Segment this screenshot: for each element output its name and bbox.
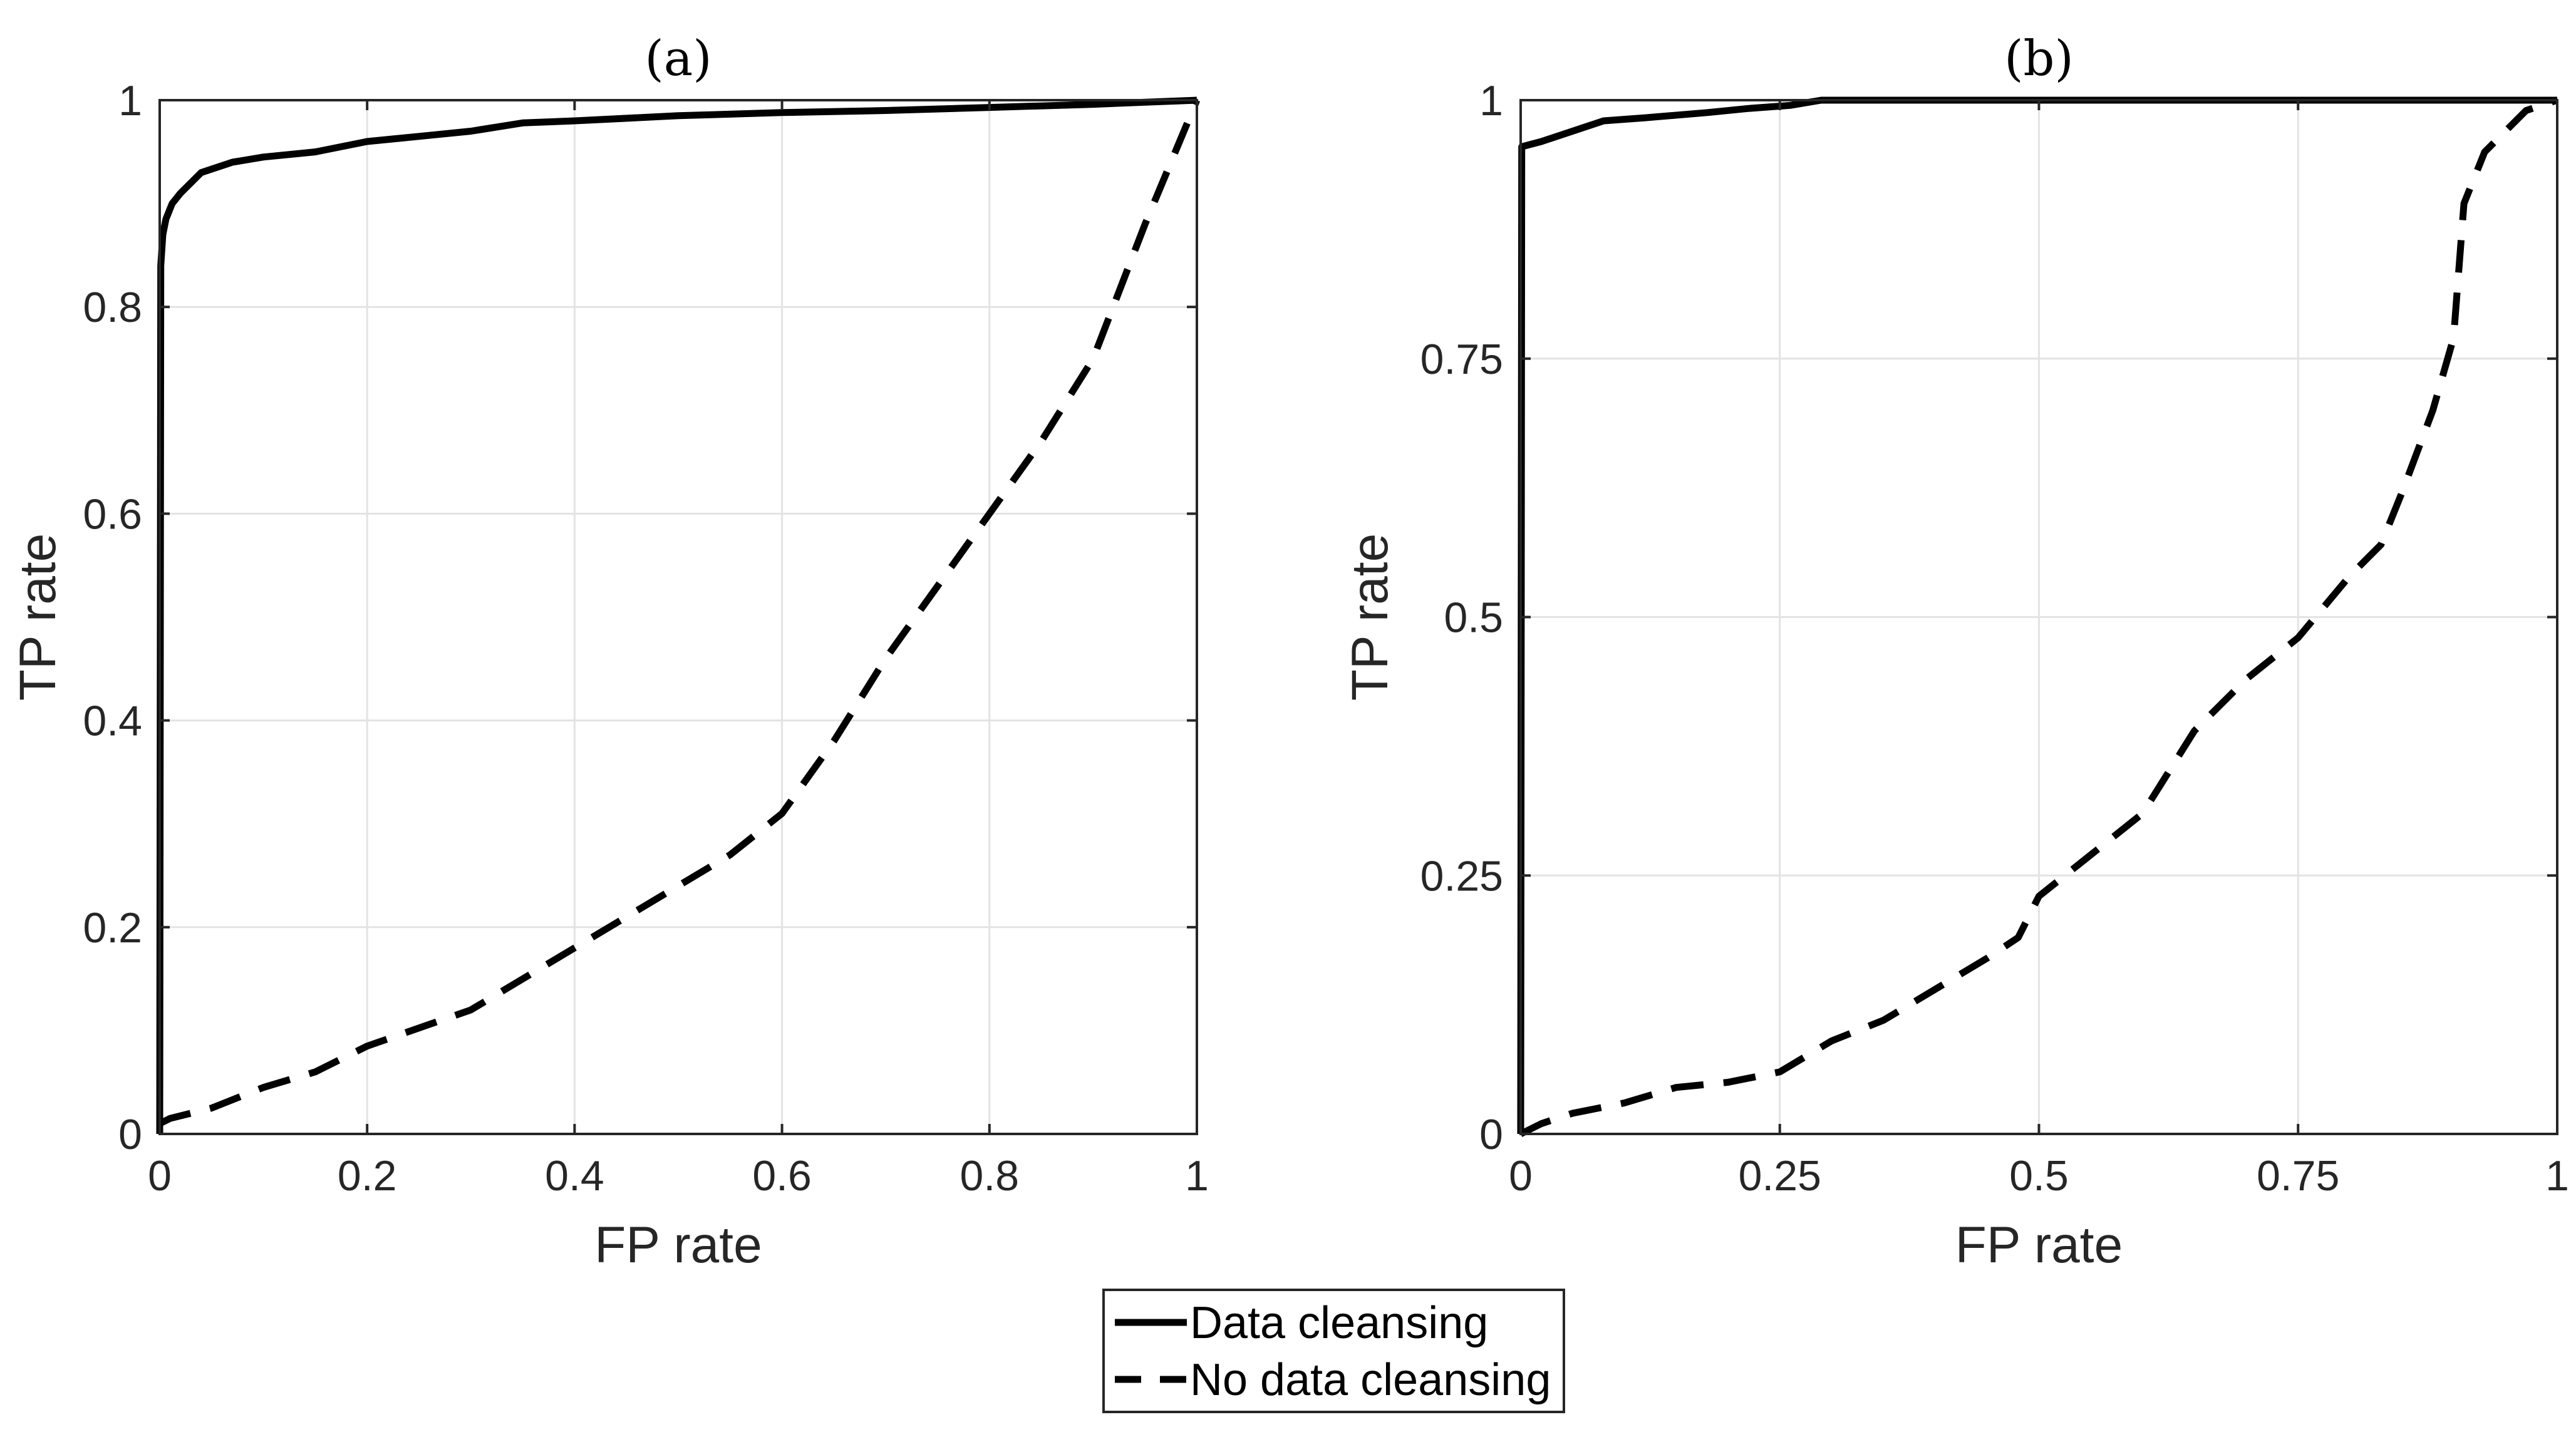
y-tick-label: 1 (118, 77, 142, 125)
x-tick-label: 1 (1185, 1152, 1209, 1200)
legend-label-data-cleansing: Data cleansing (1190, 1298, 1488, 1348)
x-tick-label: 0 (1509, 1152, 1533, 1200)
y-tick-label: 0.6 (83, 490, 142, 538)
panel-title: (a) (644, 31, 711, 87)
x-tick-label: 0.25 (1739, 1152, 1821, 1200)
legend-box (1102, 1289, 1565, 1413)
series-line-no-data-cleansing (158, 98, 1201, 1127)
x-tick-label: 0.4 (545, 1152, 604, 1200)
x-tick-label: 0.75 (2257, 1152, 2339, 1200)
series-line-data-cleansing (156, 96, 1197, 1135)
x-tick-label: 0 (148, 1152, 172, 1200)
y-tick-label: 0 (118, 1111, 142, 1158)
x-tick-label: 0.6 (752, 1152, 812, 1200)
series-line-no-data-cleansing (1519, 96, 2558, 1137)
y-tick-label: 0.75 (1420, 336, 1503, 383)
panel-b: 0 0.25 0.5 0.75 1 0 0.25 0.5 0.75 1 (b) FP rate TP r… (1342, 31, 2569, 1274)
panel-a: 0 0.2 0.4 0.6 0.8 1 0 0.2 0.4 0.6 0.8 1 (a) FP rate TP… (9, 31, 1209, 1274)
panel-title: (b) (2004, 31, 2074, 87)
y-axis-label: TP rate (9, 533, 66, 701)
y-tick-label: 1 (1479, 77, 1503, 125)
legend: Data cleansing No data cleansing (1102, 1289, 1565, 1413)
x-tick-label: 0.8 (960, 1152, 1020, 1200)
y-tick-label: 0.4 (83, 698, 142, 745)
axes-frame (158, 99, 1198, 1135)
y-tick-label: 0.8 (83, 284, 142, 331)
x-tick-label: 1 (2545, 1152, 2569, 1200)
x-tick-label: 0.2 (338, 1152, 397, 1200)
y-tick-label: 0.2 (83, 904, 142, 952)
x-tick-label: 0.5 (2009, 1152, 2069, 1200)
y-tick-label: 0.5 (1444, 594, 1503, 642)
y-tick-label: 0.25 (1420, 852, 1503, 900)
y-axis-label: TP rate (1342, 533, 1399, 701)
legend-label-no-data-cleansing: No data cleansing (1190, 1355, 1551, 1405)
x-axis-label: FP rate (594, 1217, 762, 1274)
y-tick-label: 0 (1479, 1111, 1503, 1158)
x-axis-label: FP rate (1955, 1217, 2123, 1274)
